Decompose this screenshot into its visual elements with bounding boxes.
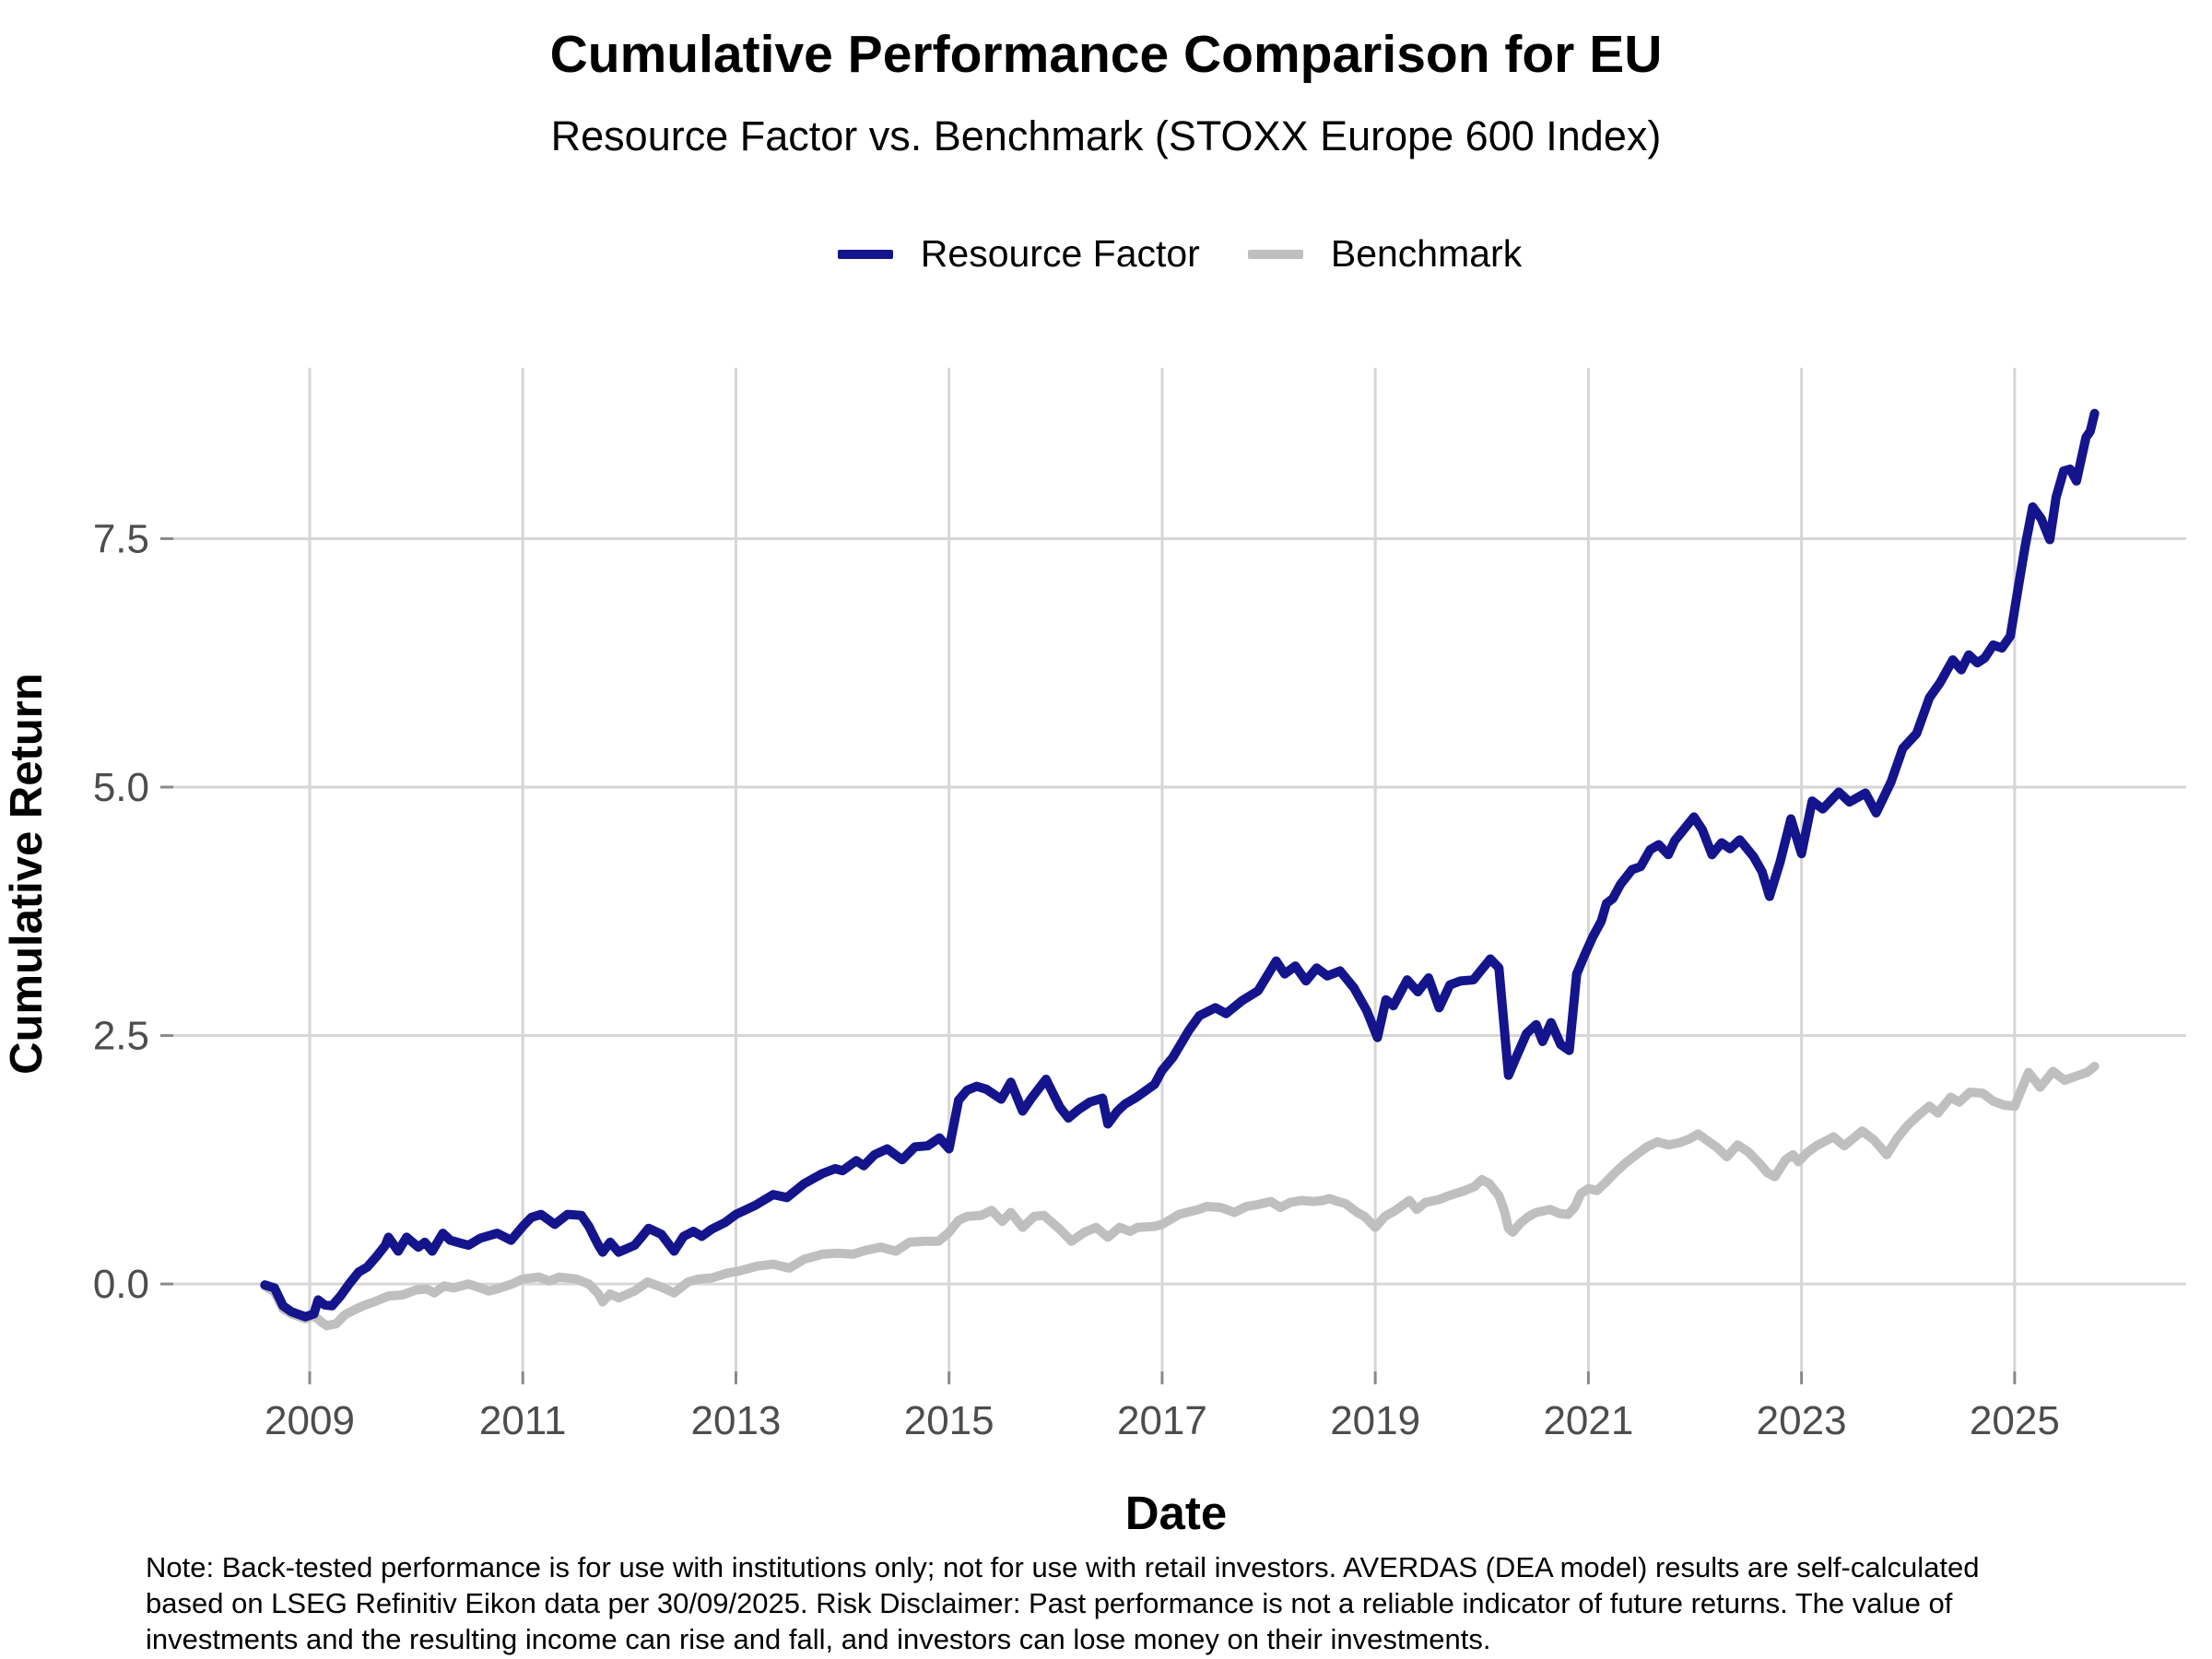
legend-item-resource-factor: Resource Factor <box>837 232 1200 276</box>
footnote-line: based on LSEG Refinitiv Eikon data per 3… <box>146 1587 1953 1619</box>
x-tick-label-2009: 2009 <box>265 1398 355 1443</box>
chart-subtitle: Resource Factor vs. Benchmark (STOXX Eur… <box>550 112 1662 159</box>
footnote: Note: Back-tested performance is for use… <box>146 1549 2081 1657</box>
legend-item-benchmark: Benchmark <box>1247 232 1523 276</box>
x-tick-label-2023: 2023 <box>1757 1398 1847 1443</box>
y-tick-label-2.5: 2.5 <box>93 1014 149 1059</box>
x-tick-label-2025: 2025 <box>1970 1398 2060 1443</box>
x-tick-label-2013: 2013 <box>691 1398 782 1443</box>
x-tick-label-2021: 2021 <box>1543 1398 1633 1443</box>
x-tick-label-2019: 2019 <box>1330 1398 1420 1443</box>
x-tick-label-2011: 2011 <box>479 1398 567 1443</box>
chart-title: Cumulative Performance Comparison for EU <box>549 25 1663 84</box>
legend-label-benchmark: Benchmark <box>1330 232 1523 275</box>
x-tick-label-2015: 2015 <box>904 1398 994 1443</box>
x-tick-label-2017: 2017 <box>1117 1398 1207 1443</box>
series-line-benchmark <box>260 1062 2100 1331</box>
footnote-line: Note: Back-tested performance is for use… <box>146 1551 1980 1583</box>
y-tick-label-0.0: 0.0 <box>93 1262 149 1307</box>
legend: Resource Factor Benchmark <box>0 232 2212 276</box>
series-line-resource-factor <box>260 408 2100 1322</box>
legend-label-resource-factor: Resource Factor <box>920 232 1200 275</box>
y-tick-label-5.0: 5.0 <box>93 765 149 810</box>
footnote-line: investments and the resulting income can… <box>146 1623 1491 1655</box>
y-tick-label-7.5: 7.5 <box>93 516 149 561</box>
resource-factor-line-swatch-icon <box>837 249 893 259</box>
x-axis-title: Date <box>1124 1487 1228 1539</box>
benchmark-line-swatch-icon <box>1247 249 1303 259</box>
y-axis-title: Cumulative Return <box>2 673 52 1075</box>
